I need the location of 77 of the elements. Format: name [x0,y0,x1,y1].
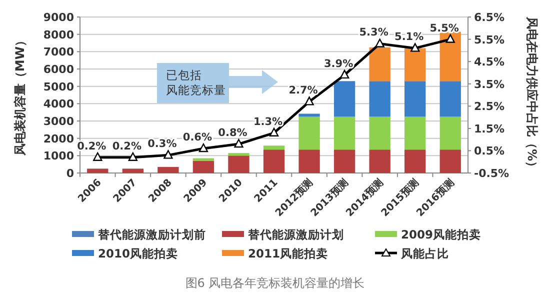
y2-tick-label: 1.5% [474,122,505,136]
bar [369,47,390,82]
bar [334,81,356,117]
bar [192,158,214,161]
point [198,143,208,152]
y2-tick-label: -0.5% [474,167,510,180]
bar [263,150,285,173]
bar [440,150,461,173]
y-tick-label: 8000 [43,28,74,42]
data-label: 0.8% [218,127,248,140]
y2-tick-label: 6.5% [474,11,505,24]
point [340,70,350,79]
bar [404,81,426,117]
bar [404,48,426,82]
bar [298,116,320,150]
bar [369,150,390,173]
data-label: 5.1% [394,31,424,44]
caption: 图6 风电各年竞标装机容量的增长 [185,276,365,290]
point [128,152,138,161]
bar [369,116,390,150]
y-tick-label: 6000 [43,63,74,76]
bar [404,150,426,173]
y-tick-label: 5000 [43,80,74,94]
bar [228,156,250,173]
y2-tick-label: 4.5% [474,56,505,69]
bar [158,166,179,173]
bar [440,81,461,117]
annotation: 风能竞标量 [166,83,226,97]
data-label: 1.3% [253,116,284,128]
y-tick-label: 7000 [43,46,74,59]
bar [263,146,285,150]
bar [369,81,390,117]
y2-tick-label: 2.5% [474,100,505,114]
point [410,43,420,52]
bar [122,168,144,173]
point [269,128,279,136]
data-label: 5.5% [430,22,460,34]
annotation: 已包括 [166,68,202,82]
legend-label: 2010风能拍卖 [98,246,178,260]
data-label: 5.3% [359,26,389,39]
y2-axis-title: 风电在电力供应中占比（%） [525,16,539,174]
y-tick-label: 4000 [43,98,74,111]
y-axis-title: 风电装机容量（MW） [13,34,27,157]
legend-label: 替代能源激励计划前 [97,228,206,242]
point [304,96,314,106]
data-label: 3.9% [324,58,354,70]
point [375,38,384,48]
y2-tick-label: 5.5% [474,33,505,46]
point [446,34,455,43]
bar [440,116,461,150]
y2-tick-label: 0.5% [474,144,505,158]
legend-label: 风能占比 [400,246,449,260]
y-tick-label: 9000 [43,11,74,24]
bar [334,150,356,173]
bar [440,32,461,82]
y-tick-label: 0 [66,167,74,180]
y-tick-label: 3000 [43,115,74,128]
y-tick-label: 2000 [43,132,74,146]
legend-label: 2011风能拍卖 [248,246,328,260]
bar [298,114,320,117]
data-label: 0.2% [112,140,142,152]
legend-label: 2009风能拍卖 [401,228,482,242]
legend-label: 替代能源激励计划 [247,228,344,242]
data-label: 0.6% [182,131,212,144]
point [164,150,173,159]
point [234,138,244,148]
point [93,152,102,161]
bar [228,153,250,156]
data-label: 0.3% [148,138,178,150]
y2-tick-label: 3.5% [474,78,505,91]
bar [192,160,214,173]
bar [404,116,426,150]
bar [298,150,320,173]
bar [334,116,356,150]
bar [87,168,108,173]
y-tick-label: 1000 [43,150,74,163]
data-label: 2.7% [288,84,318,97]
